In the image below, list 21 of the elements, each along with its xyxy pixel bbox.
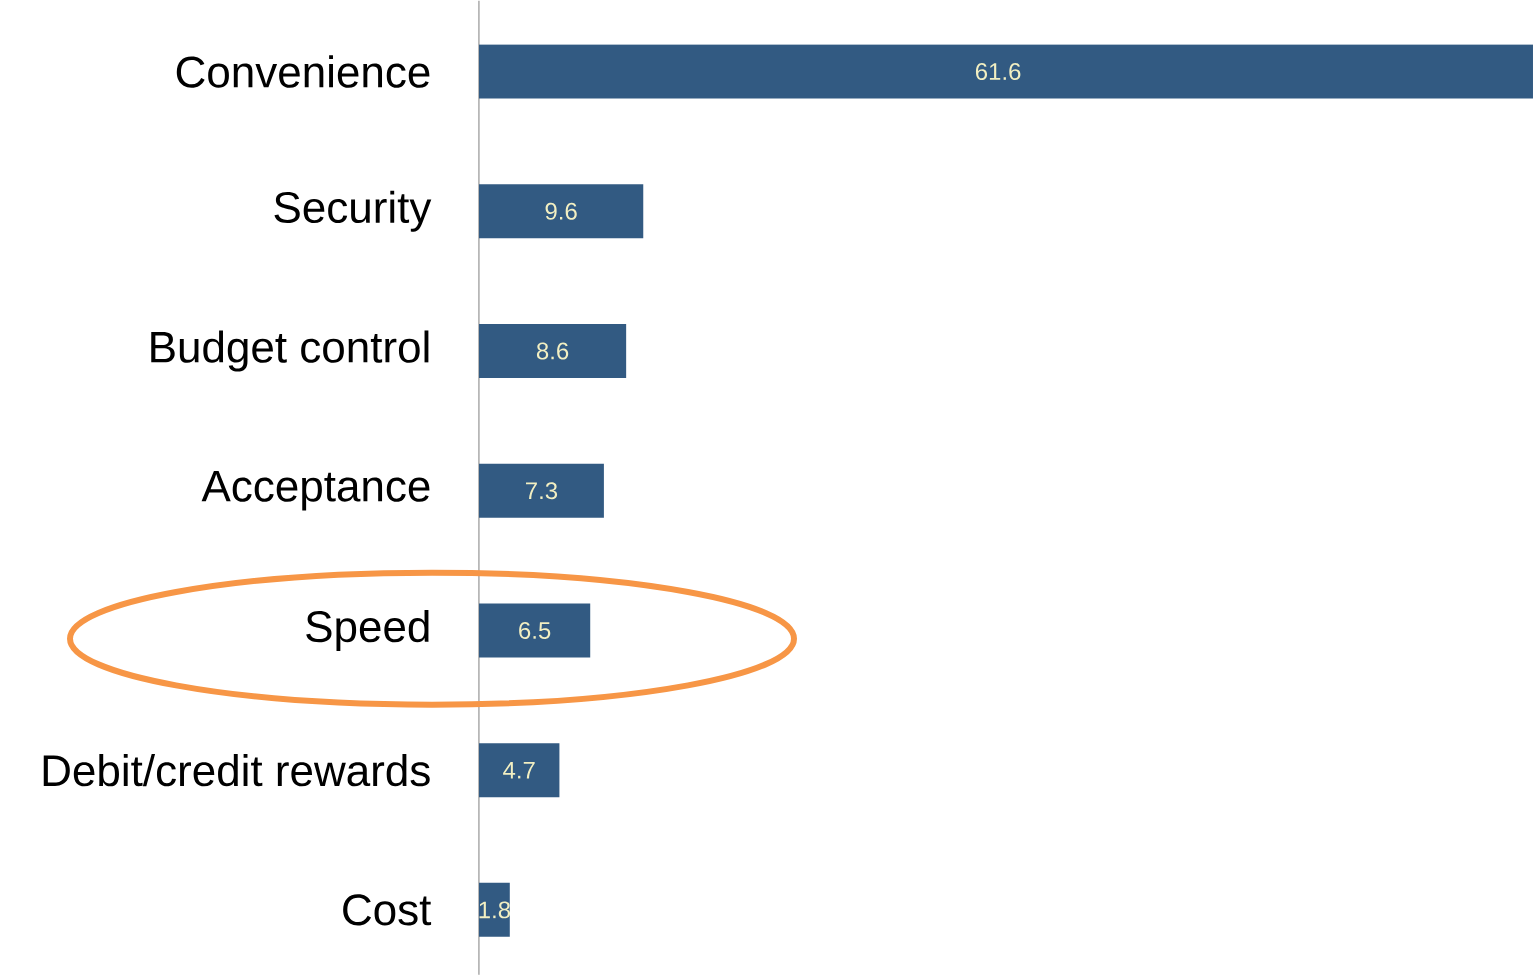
data-label: 6.5 <box>519 621 551 639</box>
data-label: 61.6 <box>975 62 1021 80</box>
bar <box>479 463 604 518</box>
data-label: 4.7 <box>503 761 535 779</box>
bar <box>479 184 644 239</box>
data-label: 7.3 <box>525 482 558 499</box>
y-tick-label: Speed <box>306 609 429 651</box>
data-label: 1.8 <box>479 901 511 919</box>
y-tick-label: Debit/credit rewards <box>43 753 430 787</box>
y-tick-label: Security <box>274 190 432 232</box>
bar <box>479 44 1533 99</box>
bar <box>479 323 627 378</box>
bar <box>479 742 560 797</box>
data-label: 8.6 <box>536 342 569 360</box>
data-label: 9.6 <box>545 202 577 220</box>
bar <box>479 882 510 937</box>
y-tick-label: Convenience <box>176 55 430 88</box>
y-tick-label: Acceptance <box>201 470 430 511</box>
y-tick-label: Budget control <box>151 330 429 372</box>
bar <box>479 603 591 658</box>
y-tick-label: Cost <box>343 894 432 926</box>
